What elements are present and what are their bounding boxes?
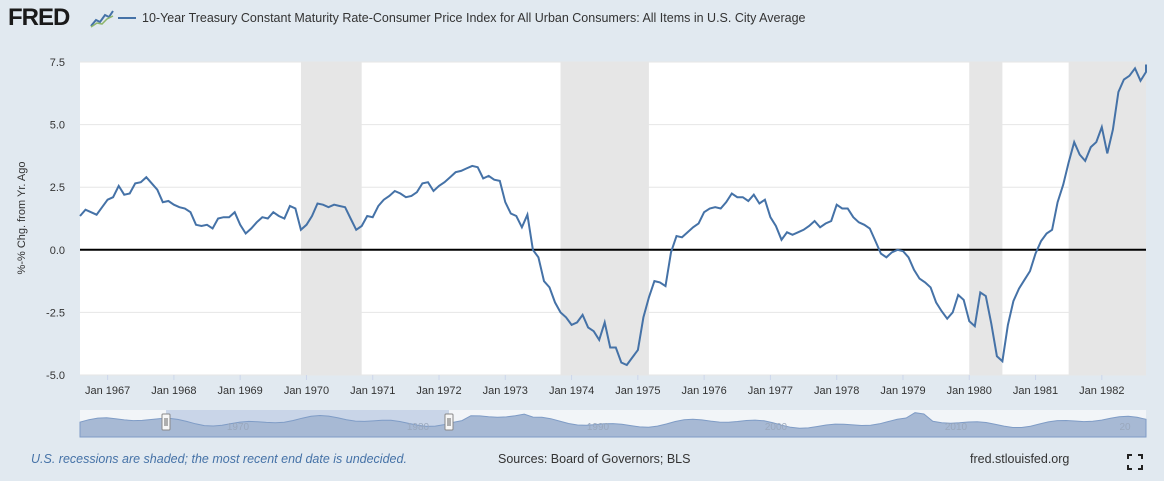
recession-band	[969, 62, 1003, 375]
x-tick-label: Jan 1981	[1013, 385, 1058, 397]
y-tick-label: 5.0	[50, 120, 65, 132]
chart-title: 10-Year Treasury Constant Maturity Rate-…	[142, 11, 806, 25]
y-axis-label: %-% Chg. from Yr. Ago	[16, 162, 28, 275]
series-line[interactable]	[79, 64, 1147, 367]
navigator-series	[79, 412, 1147, 438]
fullscreen-icon[interactable]	[1127, 454, 1143, 470]
chart-header: FRED 10-Year Treasury Constant Maturity …	[0, 0, 1164, 40]
line-chart: 7.55.02.50.0-2.5-5.0 Jan 1967 Jan 1968 Jan…	[16, 57, 1147, 438]
grid-lines	[80, 61, 1146, 376]
recession-band	[560, 62, 649, 375]
navigator-right-handle[interactable]	[444, 413, 454, 431]
x-tick-label: Jan 1982	[1079, 385, 1124, 397]
y-tick-label: 0.0	[50, 245, 65, 257]
recession-band	[1068, 62, 1146, 375]
sources-text: Sources: Board of Governors; BLS	[498, 452, 691, 466]
x-axis-ticks: Jan 1967 Jan 1968 Jan 1969 Jan 1970 Jan 1971…	[85, 375, 1124, 397]
navigator-label: 2000	[765, 422, 788, 433]
y-tick-label: -5.0	[46, 370, 65, 382]
x-tick-label: Jan 1973	[483, 385, 528, 397]
chart-footer: U.S. recessions are shaded; the most rec…	[0, 448, 1164, 470]
y-tick-label: 7.5	[50, 57, 65, 69]
x-tick-label: Jan 1970	[284, 385, 329, 397]
x-tick-label: Jan 1976	[682, 385, 727, 397]
legend-swatch	[118, 17, 136, 19]
navigator-label: 2010	[945, 422, 968, 433]
navigator-labels: 1970 1980 1990 2000 2010 20	[227, 422, 1131, 433]
x-tick-label: Jan 1979	[880, 385, 925, 397]
x-tick-label: Jan 1967	[85, 385, 130, 397]
x-tick-label: Jan 1980	[947, 385, 992, 397]
y-axis-ticks: 7.5 5.0 2.5 0.0 -2.5 -5.0	[46, 57, 65, 382]
navigator-label: 1990	[587, 422, 610, 433]
range-navigator[interactable]: 1970 1980 1990 2000 2010 20	[79, 410, 1147, 438]
x-tick-label: Jan 1975	[615, 385, 660, 397]
navigator-label: 1980	[407, 422, 430, 433]
x-tick-label: Jan 1971	[350, 385, 395, 397]
y-tick-label: -2.5	[46, 307, 65, 319]
navigator-label: 20	[1119, 422, 1131, 433]
fred-logo[interactable]: FRED	[8, 4, 70, 31]
x-tick-label: Jan 1968	[151, 385, 196, 397]
x-tick-label: Jan 1977	[748, 385, 793, 397]
x-tick-label: Jan 1978	[814, 385, 859, 397]
navigator-label: 1970	[227, 422, 250, 433]
fred-url-link[interactable]: fred.stlouisfed.org	[970, 452, 1070, 466]
chart-legend[interactable]: 10-Year Treasury Constant Maturity Rate-…	[118, 11, 805, 25]
recession-note: U.S. recessions are shaded; the most rec…	[31, 452, 407, 466]
x-tick-label: Jan 1974	[549, 385, 594, 397]
chart-trend-icon	[90, 8, 114, 28]
x-tick-label: Jan 1972	[416, 385, 461, 397]
x-tick-label: Jan 1969	[218, 385, 263, 397]
y-tick-label: 2.5	[50, 182, 65, 194]
navigator-left-handle[interactable]	[161, 413, 171, 431]
